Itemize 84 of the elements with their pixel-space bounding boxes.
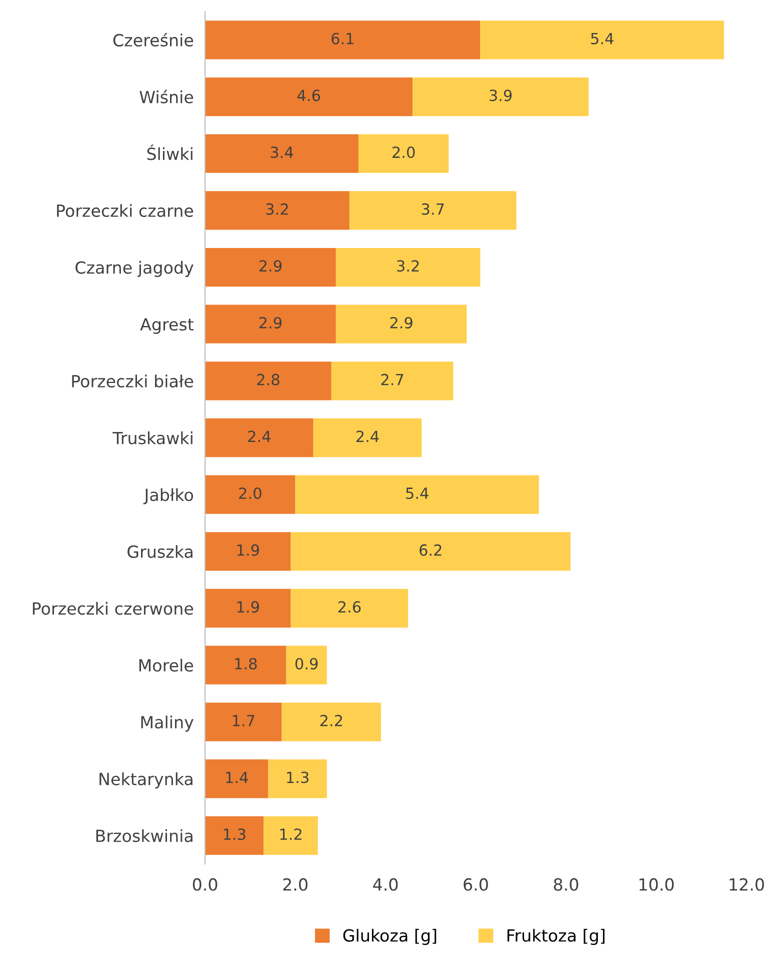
y-tick-label: Agrest	[140, 318, 194, 334]
bar	[205, 702, 282, 742]
legend-label: Glukoza [g]	[343, 928, 436, 945]
y-tick-label: Jabłko	[143, 488, 194, 504]
data-label: 3.4	[270, 146, 294, 158]
data-label: 3.2	[397, 260, 419, 272]
x-tick-label: 0.0	[192, 878, 218, 891]
data-label: 1.3	[287, 772, 308, 784]
y-tick-label: Czereśnie	[113, 32, 194, 47]
y-tick-label: Czarne jagody	[76, 260, 194, 278]
bar	[205, 248, 336, 287]
data-label: 1.4	[226, 772, 248, 783]
y-tick-label: Porzeczki białe	[72, 374, 194, 388]
y-tick-label: Nektarynka	[100, 772, 192, 789]
data-label: 4.6	[297, 90, 320, 102]
bar	[264, 816, 318, 855]
y-tick-label: Śliwki	[147, 144, 192, 160]
bar	[480, 20, 724, 60]
x-tick-label: 6.0	[464, 878, 488, 891]
bar	[331, 362, 454, 400]
data-label: 2.4	[356, 430, 379, 442]
data-label: 1.3	[224, 828, 246, 840]
bar	[205, 20, 480, 60]
bar	[205, 304, 336, 344]
data-label: 2.7	[381, 374, 404, 386]
y-tick-label: Porzeczki czarne	[57, 204, 194, 217]
data-label: 2.9	[390, 316, 412, 329]
bar	[358, 134, 449, 173]
bar	[286, 646, 327, 684]
bar	[205, 418, 314, 458]
data-label: 6.2	[420, 544, 442, 556]
x-tick-label: 4.0	[373, 878, 398, 891]
bar	[205, 816, 264, 855]
data-label: 1.8	[235, 658, 257, 670]
data-label: 5.4	[406, 488, 428, 500]
y-tick-label: Gruszka	[128, 545, 192, 558]
data-label: 2.8	[257, 374, 280, 386]
bar	[290, 532, 571, 571]
y-tick-label: Morele	[139, 658, 194, 672]
x-tick-label: 2.0	[283, 878, 308, 891]
data-label: 2.0	[392, 146, 415, 158]
data-label: 3.2	[266, 203, 288, 215]
data-label: 1.9	[237, 544, 259, 556]
data-label: 3.7	[422, 203, 444, 215]
bar	[295, 475, 539, 514]
bar	[205, 646, 286, 684]
data-label: 1.9	[237, 601, 259, 613]
data-label: 2.2	[320, 714, 342, 726]
bar	[205, 759, 268, 798]
data-label: 6.1	[332, 32, 354, 44]
x-tick-label: 12.0	[730, 878, 764, 891]
bar	[205, 475, 296, 514]
bar	[336, 248, 480, 287]
y-tick-label: Brzoskwinia	[96, 829, 192, 842]
bar	[349, 191, 516, 230]
bar	[282, 702, 382, 742]
data-label: 1.7	[232, 714, 254, 726]
data-label: 0.9	[295, 658, 318, 670]
data-label: 1.2	[280, 828, 302, 840]
bar	[205, 134, 358, 173]
data-label: 2.4	[248, 430, 270, 442]
x-tick-label: 10.0	[640, 878, 674, 891]
bar	[412, 77, 589, 116]
bar	[205, 362, 332, 400]
data-label: 3.9	[490, 90, 512, 102]
legend-label: Fruktoza [g]	[508, 928, 604, 945]
y-tick-label: Truskawki	[112, 431, 192, 444]
bar	[268, 759, 327, 798]
bar	[205, 77, 413, 116]
bar	[205, 191, 350, 230]
y-tick-label: Maliny	[141, 716, 194, 732]
y-tick-label: Porzeczki czerwone	[32, 602, 194, 615]
data-label: 2.9	[259, 316, 282, 329]
bar	[205, 532, 291, 571]
data-label: 2.6	[338, 601, 361, 613]
bar	[313, 418, 422, 458]
bar	[205, 588, 291, 628]
x-tick-label: 8.0	[554, 878, 578, 891]
data-label: 2.0	[239, 487, 262, 500]
y-tick-label: Wiśnie	[140, 90, 194, 104]
bar	[290, 588, 408, 628]
bar	[336, 304, 467, 344]
data-label: 2.9	[259, 260, 282, 272]
data-label: 5.4	[591, 33, 614, 44]
